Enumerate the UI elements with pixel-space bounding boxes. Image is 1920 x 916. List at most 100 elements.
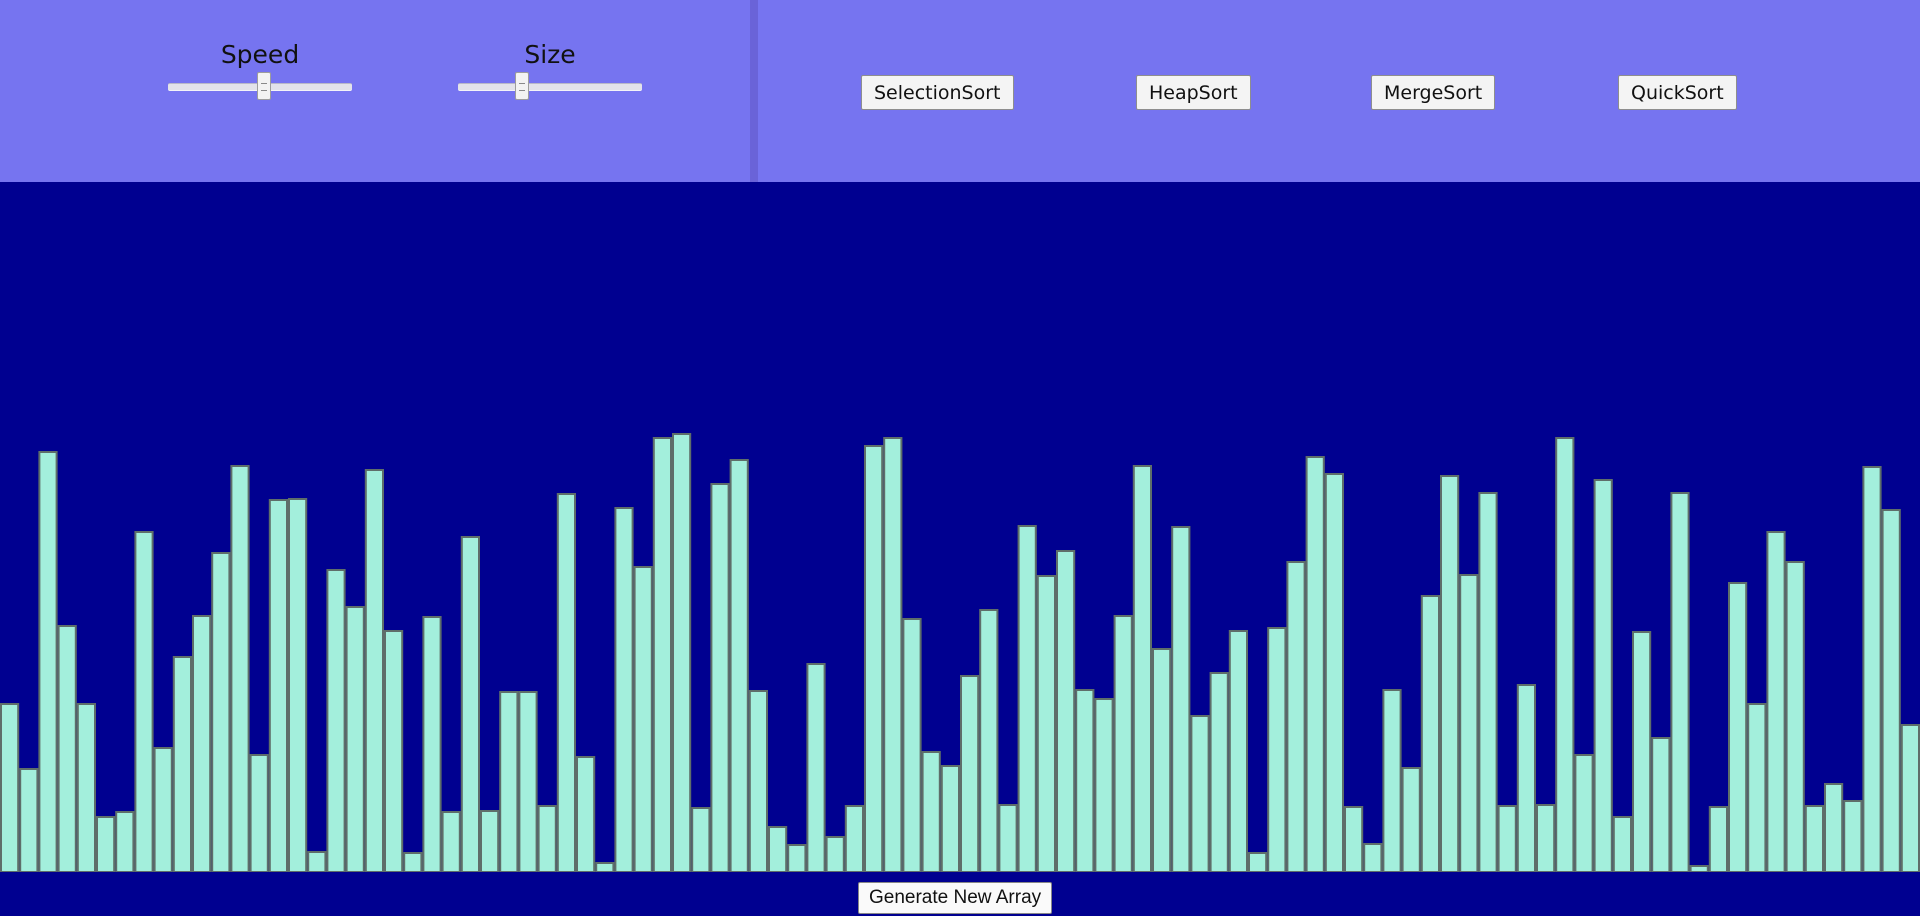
speed-slider[interactable]	[168, 72, 352, 100]
array-bar	[1824, 783, 1844, 872]
array-bar	[940, 765, 960, 872]
array-bar	[96, 816, 116, 872]
bars-canvas	[0, 433, 1920, 872]
array-bar	[1190, 715, 1210, 872]
array-bar	[787, 844, 807, 872]
array-bar	[1497, 805, 1517, 872]
array-bar	[1056, 550, 1076, 872]
array-bar	[192, 615, 212, 872]
array-bar	[1632, 631, 1652, 872]
array-bar	[0, 703, 20, 872]
array-bar	[1843, 800, 1863, 872]
array-bar	[403, 852, 423, 872]
array-bar	[1728, 582, 1748, 872]
array-bar	[1036, 575, 1057, 872]
header-divider	[750, 0, 758, 182]
array-bar	[672, 433, 692, 872]
speed-slider-thumb[interactable]	[256, 72, 271, 100]
array-bar	[1862, 466, 1882, 872]
array-bar	[614, 507, 634, 872]
array-visualization	[0, 182, 1920, 872]
array-bar	[76, 703, 97, 872]
array-bar	[268, 499, 288, 872]
array-bar	[288, 498, 308, 872]
array-bar	[499, 691, 519, 872]
array-bar	[1478, 492, 1498, 872]
array-bar	[729, 459, 749, 872]
speed-label: Speed	[220, 40, 300, 69]
array-bar	[211, 552, 231, 872]
array-bar	[1689, 865, 1709, 872]
array-bar	[633, 566, 653, 872]
array-bar	[1248, 852, 1268, 872]
array-bar	[57, 625, 77, 872]
array-bar	[1305, 456, 1325, 872]
array-bar	[518, 691, 538, 872]
array-bar	[748, 690, 768, 872]
array-bar	[691, 807, 711, 872]
array-bar	[806, 663, 826, 872]
array-bar	[384, 630, 404, 872]
array-bar	[652, 437, 672, 872]
array-bar	[1324, 473, 1345, 872]
array-bar	[1536, 804, 1556, 872]
array-bar	[902, 618, 922, 872]
array-bar	[595, 862, 615, 872]
array-bar	[364, 469, 384, 872]
array-bar	[249, 754, 269, 872]
array-bar	[307, 851, 327, 872]
array-bar	[172, 656, 193, 872]
array-bar	[1651, 737, 1671, 872]
array-bar	[230, 465, 250, 872]
merge-sort-button[interactable]: MergeSort	[1371, 75, 1496, 110]
quick-sort-button[interactable]: QuickSort	[1618, 75, 1737, 110]
array-bar	[1382, 689, 1402, 872]
array-bar	[134, 531, 154, 872]
heap-sort-button[interactable]: HeapSort	[1136, 75, 1251, 110]
selection-sort-button[interactable]: SelectionSort	[861, 75, 1014, 110]
array-bar	[1670, 492, 1690, 872]
array-bar	[710, 483, 730, 872]
array-bar	[460, 536, 480, 872]
array-bar	[1574, 754, 1594, 872]
array-bar	[979, 609, 999, 872]
array-bar	[1267, 627, 1287, 872]
array-bar	[115, 811, 135, 872]
array-bar	[1593, 479, 1613, 872]
array-bar	[1344, 806, 1364, 872]
array-bar	[1094, 698, 1114, 872]
array-bar	[1766, 531, 1786, 872]
array-bar	[441, 811, 461, 872]
size-control: Size	[450, 40, 650, 100]
array-bar	[883, 437, 903, 872]
array-bar	[1363, 843, 1383, 872]
array-bar	[1171, 526, 1191, 872]
array-bar	[1900, 724, 1920, 872]
array-bar	[1228, 630, 1249, 872]
array-bar	[768, 826, 788, 872]
array-bar	[1708, 806, 1729, 872]
array-bar	[345, 606, 365, 872]
array-bar	[825, 836, 845, 872]
array-bar	[1516, 684, 1537, 872]
generate-array-button[interactable]: Generate New Array	[858, 882, 1053, 914]
control-header: Speed Size SelectionSort HeapSort MergeS…	[0, 0, 1920, 182]
array-bar	[960, 675, 980, 872]
array-bar	[326, 569, 346, 872]
array-bar	[1075, 689, 1095, 872]
array-bar	[998, 804, 1018, 872]
array-bar	[1440, 475, 1460, 872]
array-bar	[921, 751, 941, 872]
array-bar	[1881, 509, 1901, 872]
array-bar	[1804, 805, 1825, 872]
array-bar	[1286, 561, 1306, 872]
size-slider[interactable]	[458, 72, 642, 100]
array-bar	[1401, 767, 1421, 872]
array-bar	[1209, 672, 1229, 872]
array-bar	[1612, 816, 1633, 872]
array-bar	[1017, 525, 1037, 872]
array-bar	[1785, 561, 1805, 872]
array-bar	[422, 616, 442, 872]
array-bar	[864, 445, 884, 872]
size-slider-thumb[interactable]	[515, 72, 530, 100]
